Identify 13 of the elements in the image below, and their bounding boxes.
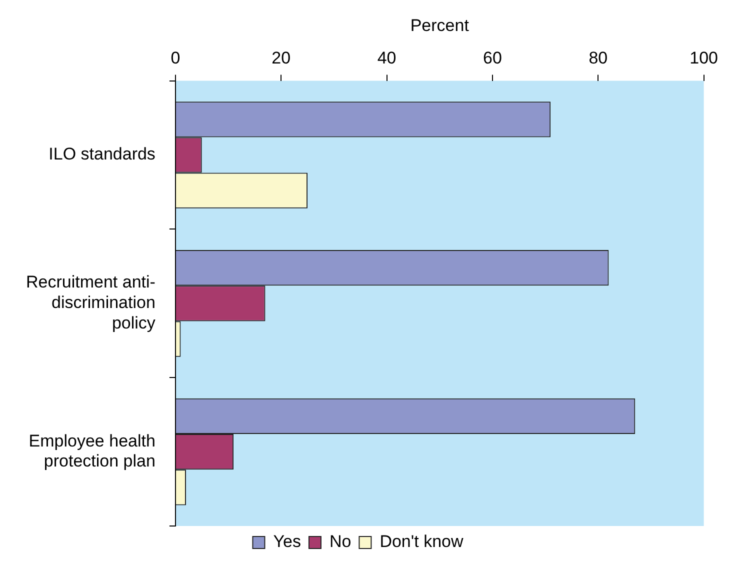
- x-tick-label: 0: [170, 48, 180, 68]
- legend-label: No: [329, 532, 352, 552]
- y-tick-label: Employee health protection plan: [28, 431, 156, 471]
- x-tick-label: 20: [272, 48, 291, 68]
- x-tick-label: 80: [588, 48, 608, 68]
- legend-label: Yes: [273, 532, 301, 552]
- y-tick-label: ILO standards: [48, 144, 156, 164]
- x-tick-label: 40: [377, 48, 396, 68]
- y-tick-label: Recruitment anti-discrimination policy: [26, 272, 156, 332]
- x-tick-label: 100: [690, 48, 718, 68]
- x-tick-label: 60: [483, 48, 502, 68]
- legend-label: Don't know: [380, 532, 464, 552]
- x-axis-title: Percent: [410, 16, 470, 35]
